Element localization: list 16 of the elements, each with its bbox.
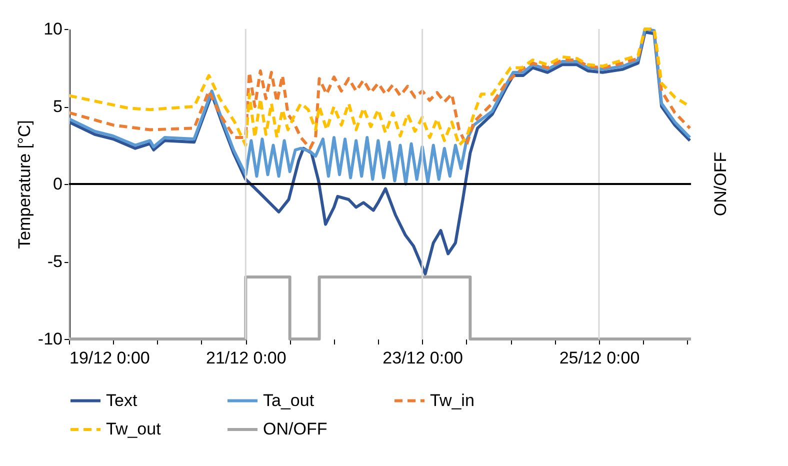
legend-label: Tw_in <box>430 390 474 410</box>
legend-label: Ta_out <box>263 390 314 410</box>
legend-label: Tw_out <box>106 420 162 438</box>
y-tick-label: 10 <box>44 20 62 38</box>
y-tick-label: 5 <box>53 97 62 116</box>
y-tick-label: -5 <box>47 252 62 271</box>
x-tick-label: 21/12 0:00 <box>206 348 286 368</box>
y-tick-label: -10 <box>38 330 62 348</box>
y2-axis-title: ON/OFF <box>711 152 730 216</box>
legend-label: Text <box>106 390 138 410</box>
x-tick-label: 23/12 0:00 <box>382 348 464 368</box>
y-tick-label: 0 <box>53 174 62 194</box>
x-tick-label: 19/12 0:00 <box>70 348 150 368</box>
y-axis-title: Temperature [°C] <box>14 120 34 249</box>
x-tick-label: 25/12 0:00 <box>559 348 640 368</box>
legend-label: ON/OFF <box>263 420 328 438</box>
